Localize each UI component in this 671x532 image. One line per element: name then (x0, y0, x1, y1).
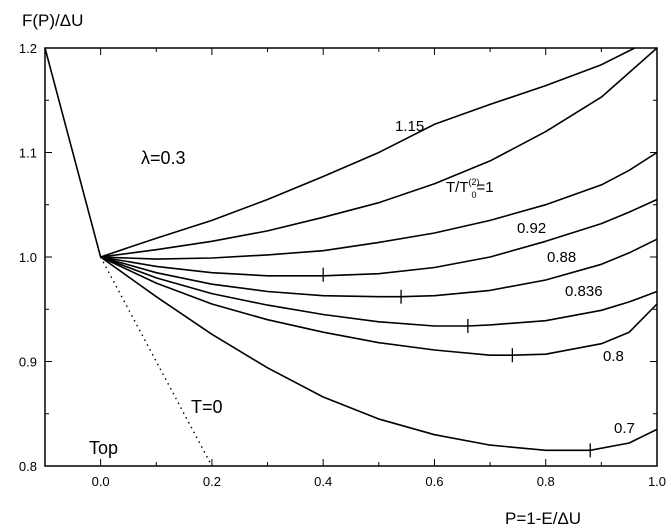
x-tick-label: 0.2 (203, 474, 221, 489)
curve-series-6 (100, 256, 658, 357)
curve-label: 0.836 (565, 283, 603, 300)
curve-1-15 (100, 47, 636, 258)
y-tick-label: 0.8 (19, 459, 37, 474)
apex-line (44, 47, 102, 258)
curve-series-1 (100, 47, 658, 258)
curve-label: 1.15 (395, 118, 424, 135)
curve-label: 0.7 (614, 420, 635, 437)
y-tick-label: 1.2 (19, 41, 37, 56)
curve-0-8 (100, 256, 658, 327)
x-axis-label: P=1-E/ΔU (505, 509, 581, 528)
x-tick-label: 0.0 (92, 474, 110, 489)
curve-label: 0.92 (517, 220, 546, 237)
x-tick-label: 0.8 (537, 474, 555, 489)
y-tick-label: 1.0 (19, 250, 37, 265)
ratio-label-ratio-sup: (2) (469, 177, 480, 187)
y-tick-label: 0.9 (19, 355, 37, 370)
y-axis-label: F(P)/ΔU (22, 11, 83, 30)
curve-label: 0.8 (603, 348, 624, 365)
x-tick-label: 0.6 (425, 474, 443, 489)
ratio-label-ratio-pre: T/T (446, 179, 469, 196)
curve-0-92 (100, 151, 658, 260)
t0-dotted-line (99, 256, 213, 467)
ratio-label-ratio-sub: 0 (472, 190, 477, 200)
x-tick-label: 1.0 (648, 474, 666, 489)
curve-0-7 (100, 256, 658, 452)
top-label: Top (89, 438, 118, 458)
y-tick-label: 1.1 (19, 146, 37, 161)
curve-0-88 (100, 198, 658, 277)
t-zero-label: T=0 (191, 397, 223, 417)
lambda-label: λ=0.3 (141, 148, 186, 168)
ratio-label-ratio-post: =1 (477, 179, 494, 196)
ratio-label: T/T(2) 0=1 (446, 177, 494, 200)
curve-label: 0.88 (547, 249, 576, 266)
x-tick-label: 0.4 (314, 474, 332, 489)
